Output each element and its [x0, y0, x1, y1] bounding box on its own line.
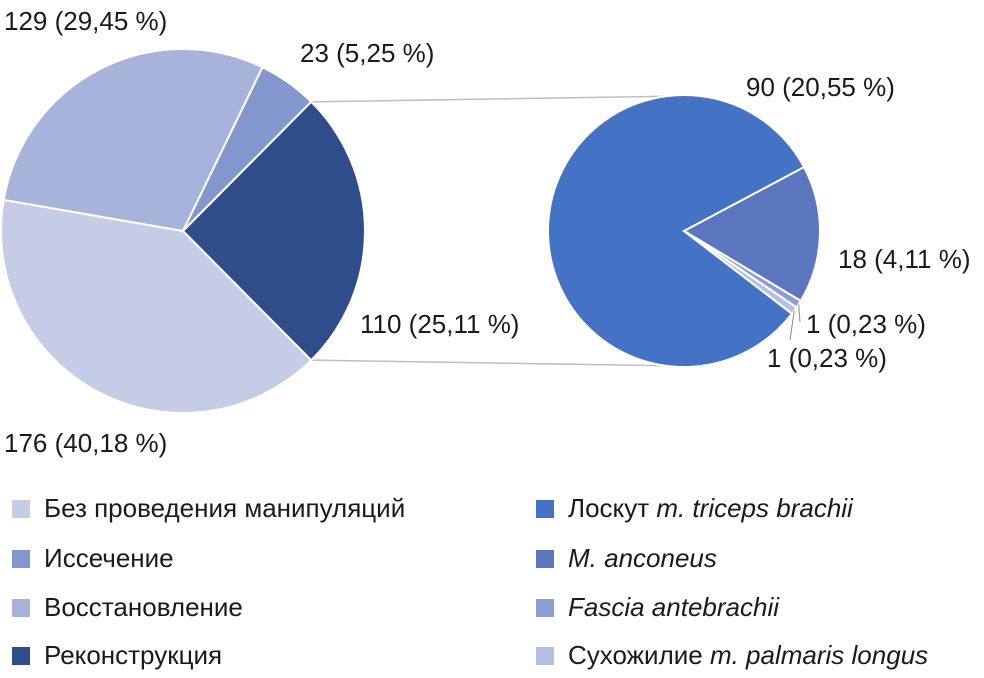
data-label-restoration: 129 (29,45 %) — [4, 6, 167, 36]
legend-label: M. anconeus — [568, 543, 717, 574]
legend-swatch — [536, 499, 554, 518]
leader-line-fascia — [798, 304, 801, 323]
legend-item-reconstruction: Реконструкция — [12, 640, 222, 671]
legend-item-restoration: Восстановление — [12, 592, 243, 623]
data-label-no-manipulation: 176 (40,18 %) — [4, 428, 167, 458]
slice-triceps-flap — [547, 94, 806, 368]
slice-anconeus — [681, 165, 821, 303]
legend-swatch — [12, 499, 30, 518]
sub-pie — [547, 94, 821, 368]
legend-label: Сухожилие m. palmaris longus — [568, 640, 928, 671]
legend-swatch — [536, 549, 554, 568]
legend-item-anconeus: M. anconeus — [536, 543, 717, 574]
data-label-triceps-flap: 90 (20,55 %) — [746, 72, 895, 102]
legend-label: Реконструкция — [44, 640, 223, 670]
legend-item-fascia-antebrachii: Fascia antebrachii — [536, 592, 779, 623]
data-labels: 129 (29,45 %) 23 (5,25 %) 110 (25,11 %) 176… — [4, 6, 970, 458]
legend-label: Без проведения манипуляций — [44, 493, 406, 523]
leader-line-palmaris — [789, 310, 795, 341]
legend-label: Лоскут m. triceps brachii — [568, 493, 853, 524]
legend-swatch — [12, 549, 30, 568]
connector-line-bottom — [311, 359, 685, 367]
legend-label: Восстановление — [44, 592, 243, 622]
legend-item-excision: Иссечение — [12, 543, 174, 574]
legend-label: Fascia antebrachii — [568, 592, 779, 623]
data-label-fascia-antebrachii: 1 (0,23 %) — [806, 309, 926, 339]
slice-restoration — [2, 48, 264, 233]
legend-label-part: Сухожилие — [568, 640, 710, 670]
legend-swatch — [12, 646, 30, 665]
legend-swatch — [12, 598, 30, 617]
legend-label-part: Лоскут — [568, 493, 657, 523]
main-pie — [0, 48, 366, 414]
connector-line-top — [311, 95, 685, 103]
data-label-excision: 23 (5,25 %) — [300, 38, 434, 68]
slice-reconstruction — [181, 100, 366, 362]
connector-lines — [311, 95, 685, 367]
legend-label-italic: m. triceps brachii — [656, 493, 853, 523]
slice-no-manipulation — [0, 198, 313, 414]
legend-swatch — [536, 598, 554, 617]
data-label-palmaris-tendon: 1 (0,23 %) — [767, 343, 887, 373]
legend-label-italic: Fascia antebrachii — [568, 592, 779, 622]
data-label-anconeus: 18 (4,11 %) — [838, 244, 970, 274]
legend-label: Иссечение — [44, 543, 174, 573]
legend-label-italic: m. palmaris longus — [709, 640, 929, 670]
data-label-reconstruction: 110 (25,11 %) — [360, 309, 519, 339]
legend-label-italic: M. anconeus — [568, 543, 717, 573]
legend-swatch — [536, 646, 554, 665]
legend-item-palmaris-tendon: Сухожилие m. palmaris longus — [536, 640, 928, 671]
legend-item-triceps-flap: Лоскут m. triceps brachii — [536, 493, 853, 524]
legend-item-no-manipulation: Без проведения манипуляций — [12, 493, 405, 524]
